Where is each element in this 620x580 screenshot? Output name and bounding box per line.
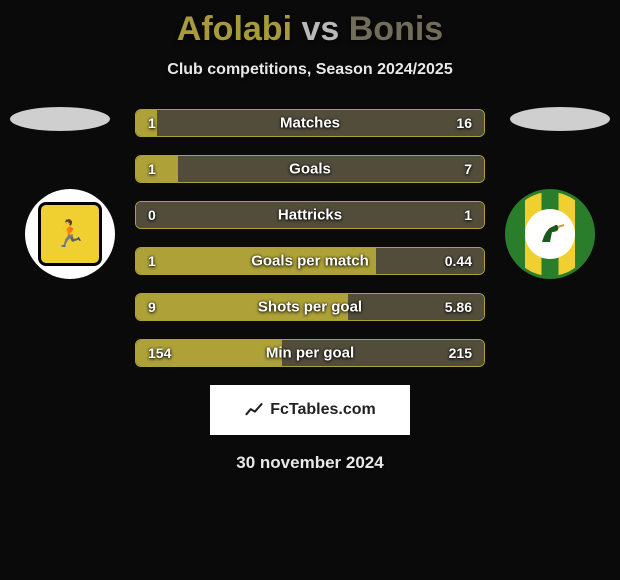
- stat-value-left: 1: [148, 253, 156, 269]
- player2-name: Bonis: [349, 10, 443, 48]
- stat-label: Matches: [280, 115, 340, 132]
- subtitle: Club competitions, Season 2024/2025: [0, 61, 620, 79]
- stat-row: 9 Shots per goal 5.86: [135, 293, 485, 321]
- stat-row: 1 Matches 16: [135, 109, 485, 137]
- stat-row: 1 Goals per match 0.44: [135, 247, 485, 275]
- stat-label: Goals per match: [251, 253, 369, 270]
- cambuur-icon: 🏃: [54, 219, 86, 250]
- club-logo-player1: 🏃: [25, 189, 115, 279]
- player2-silhouette: [510, 107, 610, 131]
- stat-row: 154 Min per goal 215: [135, 339, 485, 367]
- stat-row: 0 Hattricks 1: [135, 201, 485, 229]
- player1-silhouette: [10, 107, 110, 131]
- stat-value-left: 154: [148, 345, 171, 361]
- comparison-title: Afolabi vs Bonis: [0, 0, 620, 49]
- vs-separator: vs: [301, 10, 339, 48]
- stat-value-right: 7: [464, 161, 472, 177]
- stat-value-right: 5.86: [445, 299, 472, 315]
- stat-label: Hattricks: [278, 207, 342, 224]
- stat-value-left: 0: [148, 207, 156, 223]
- club-logo-player2: [505, 189, 595, 279]
- stat-row: 1 Goals 7: [135, 155, 485, 183]
- stat-value-left: 9: [148, 299, 156, 315]
- watermark-text: FcTables.com: [270, 401, 376, 419]
- stat-fill-left: [136, 156, 178, 182]
- date-label: 30 november 2024: [0, 453, 620, 473]
- stat-value-left: 1: [148, 161, 156, 177]
- stat-value-right: 16: [456, 115, 472, 131]
- stat-label: Min per goal: [266, 345, 354, 362]
- ado-stork-icon: [525, 209, 575, 259]
- stat-label: Goals: [289, 161, 331, 178]
- stat-value-left: 1: [148, 115, 156, 131]
- chart-area: 🏃 1 Matches 16 1 Goals 7 0 Hattricks 1 1 Goals per…: [0, 109, 620, 367]
- player1-name: Afolabi: [177, 10, 292, 48]
- fctables-watermark: FcTables.com: [210, 385, 410, 435]
- stat-rows-container: 1 Matches 16 1 Goals 7 0 Hattricks 1 1 Goals per m…: [135, 109, 485, 367]
- stat-label: Shots per goal: [258, 299, 362, 316]
- chart-icon: [244, 400, 264, 420]
- stat-value-right: 215: [449, 345, 472, 361]
- stat-value-right: 1: [464, 207, 472, 223]
- stat-value-right: 0.44: [445, 253, 472, 269]
